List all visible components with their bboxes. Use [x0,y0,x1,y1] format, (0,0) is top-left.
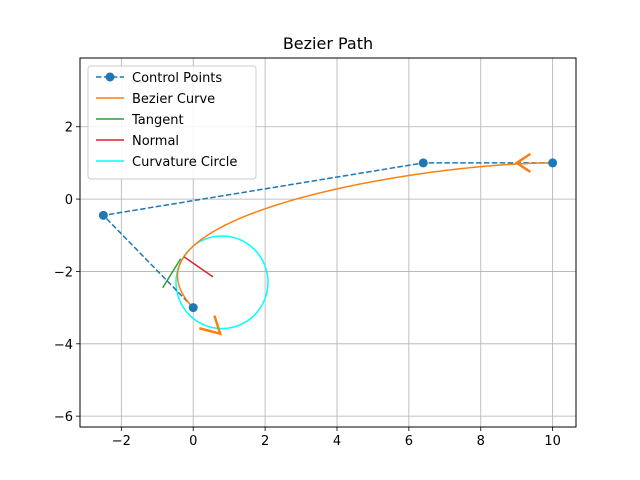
control-polygon-line [101,162,553,309]
legend-label: Bezier Curve [132,92,215,107]
legend-label: Tangent [131,113,184,128]
direction-arrowhead [514,152,532,173]
axis-ticks: −2 0 2 4 6 8 10 −6 −4 −2 0 2 [54,121,561,449]
legend-marker-swatch [105,72,115,82]
plot-data [98,152,558,336]
control-point-marker [188,303,198,313]
control-point-marker [98,210,108,220]
x-tick-label: 8 [477,434,485,449]
legend: Control Points Bezier Curve Tangent Normal C… [87,65,257,180]
control-point-marker [418,158,428,168]
tangent-line [162,258,182,289]
normal-line [183,256,214,278]
bezier-curve-line [176,162,553,309]
legend-label: Normal [132,134,179,149]
chart-title: Bezier Path [283,34,373,53]
y-tick-label: −6 [54,410,73,425]
y-tick-label: −4 [54,338,73,353]
x-tick-label: 0 [189,434,197,449]
x-tick-label: 2 [261,434,269,449]
legend-label: Curvature Circle [132,155,237,170]
x-tick-label: 10 [544,434,561,449]
x-tick-label: −2 [112,434,131,449]
x-tick-label: 6 [405,434,413,449]
y-tick-label: 0 [65,193,73,208]
axes-frame [79,57,577,428]
y-tick-label: −2 [54,265,73,280]
x-tick-label: 4 [333,434,341,449]
legend-label: Control Points [132,71,222,86]
direction-arrowhead [199,315,223,336]
legend-box [87,65,257,180]
control-point-marker [548,158,558,168]
y-tick-label: 2 [65,121,73,136]
curvature-circle [175,235,269,330]
